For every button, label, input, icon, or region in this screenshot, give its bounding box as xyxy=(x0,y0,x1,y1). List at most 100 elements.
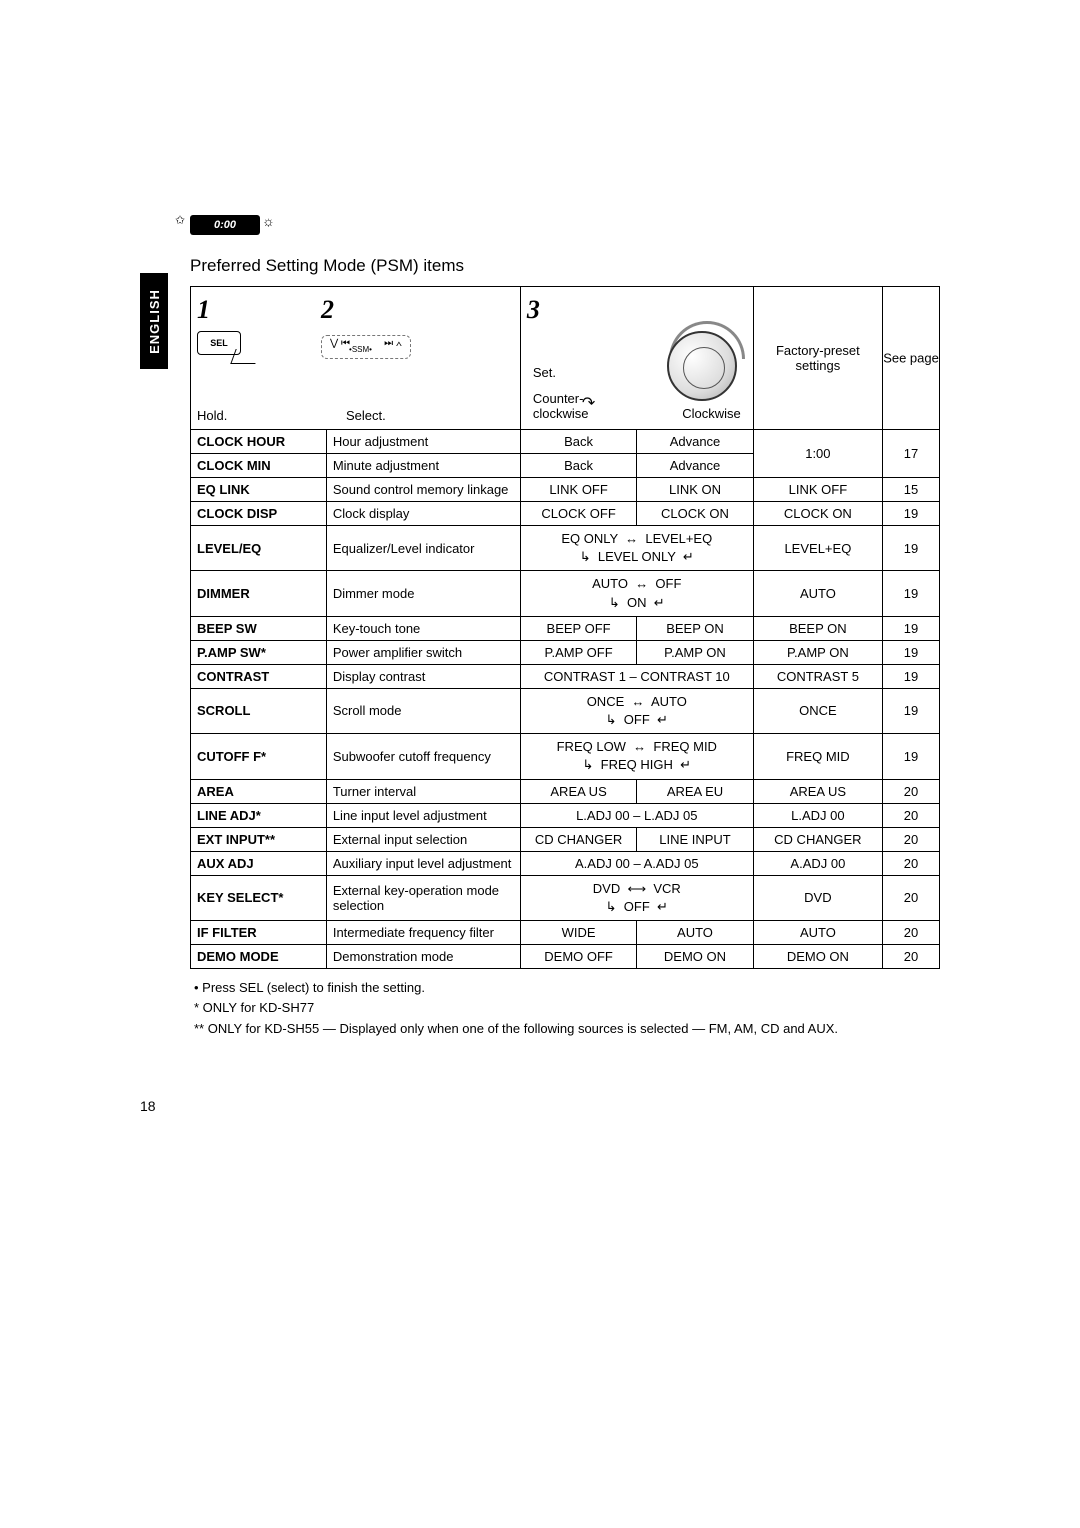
psm-preset: FREQ MID xyxy=(753,734,882,779)
table-row: DEMO MODEDemonstration modeDEMO OFFDEMO … xyxy=(191,944,940,968)
psm-opt1: DEMO OFF xyxy=(520,944,636,968)
table-row: CUTOFF F*Subwoofer cutoff frequency FREQ … xyxy=(191,734,940,779)
psm-desc: Display contrast xyxy=(326,664,520,688)
table-row: CLOCK HOURHour adjustmentBackAdvance1:00… xyxy=(191,430,940,454)
psm-name: IF FILTER xyxy=(191,920,327,944)
psm-desc: Hour adjustment xyxy=(326,430,520,454)
table-row: AREATurner intervalAREA USAREA EUAREA US… xyxy=(191,779,940,803)
psm-desc: Dimmer mode xyxy=(326,571,520,616)
psm-desc: Intermediate frequency filter xyxy=(326,920,520,944)
psm-preset: CONTRAST 5 xyxy=(753,664,882,688)
sel-button-icon: SEL xyxy=(197,331,241,355)
psm-opt1: WIDE xyxy=(520,920,636,944)
psm-name: LINE ADJ* xyxy=(191,803,327,827)
dial-diagram: Set. ↷ Counter-clockwise Clockwise xyxy=(527,331,747,421)
psm-page: 20 xyxy=(883,851,940,875)
psm-opt2: LINK ON xyxy=(637,478,753,502)
psm-name: CUTOFF F* xyxy=(191,734,327,779)
psm-opt1: AREA US xyxy=(520,779,636,803)
psm-page: 19 xyxy=(883,502,940,526)
psm-name: DIMMER xyxy=(191,571,327,616)
psm-page: 19 xyxy=(883,571,940,616)
psm-page: 20 xyxy=(883,803,940,827)
psm-opt2: AUTO xyxy=(637,920,753,944)
table-row: EXT INPUT**External input selectionCD CH… xyxy=(191,827,940,851)
table-row: DIMMERDimmer modeAUTO ↔ OFF↳ ON ↵AUTO19 xyxy=(191,571,940,616)
psm-name: P.AMP SW* xyxy=(191,640,327,664)
psm-preset: L.ADJ 00 xyxy=(753,803,882,827)
psm-opt2: AREA EU xyxy=(637,779,753,803)
psm-page: 20 xyxy=(883,779,940,803)
psm-opt1: CD CHANGER xyxy=(520,827,636,851)
psm-name: SCROLL xyxy=(191,688,327,733)
header-col3: 3 Set. ↷ Counter-clockwise Clockwise xyxy=(520,287,753,430)
table-row: LEVEL/EQEqualizer/Level indicatorEQ ONLY… xyxy=(191,526,940,571)
psm-opt2: LINE INPUT xyxy=(637,827,753,851)
header-preset: Factory-preset settings xyxy=(753,287,882,430)
ssm-label: •SSM• xyxy=(349,345,372,354)
psm-desc: Auxiliary input level adjustment xyxy=(326,851,520,875)
psm-preset: LINK OFF xyxy=(753,478,882,502)
psm-preset: DEMO ON xyxy=(753,944,882,968)
psm-opt2: Advance xyxy=(637,430,753,454)
psm-desc: Demonstration mode xyxy=(326,944,520,968)
table-row: BEEP SWKey-touch toneBEEP OFFBEEP ONBEEP… xyxy=(191,616,940,640)
psm-desc: External key-operation mode selection xyxy=(326,875,520,920)
psm-page: 19 xyxy=(883,640,940,664)
psm-options: L.ADJ 00 – L.ADJ 05 xyxy=(520,803,753,827)
table-row: EQ LINKSound control memory linkage LINK … xyxy=(191,478,940,502)
psm-name: CLOCK MIN xyxy=(191,454,327,478)
psm-options: DVD ⟷ VCR↳ OFF ↵ xyxy=(520,875,753,920)
psm-page: 19 xyxy=(883,734,940,779)
psm-opt2: DEMO ON xyxy=(637,944,753,968)
psm-page: 20 xyxy=(883,944,940,968)
psm-opt2: Advance xyxy=(637,454,753,478)
psm-name: AUX ADJ xyxy=(191,851,327,875)
psm-desc: Key-touch tone xyxy=(326,616,520,640)
note-3: ** ONLY for KD-SH55 — Displayed only whe… xyxy=(190,1020,940,1038)
psm-page: 20 xyxy=(883,920,940,944)
psm-desc: Line input level adjustment xyxy=(326,803,520,827)
psm-desc: Sound control memory linkage xyxy=(326,478,520,502)
psm-opt1: Back xyxy=(520,430,636,454)
psm-table: 1 SEL 2 •SSM• Hold. Select. 3 xyxy=(190,286,940,969)
psm-page: 19 xyxy=(883,526,940,571)
psm-desc: Equalizer/Level indicator xyxy=(326,526,520,571)
dial-set-label: Set. xyxy=(533,365,556,380)
psm-name: KEY SELECT* xyxy=(191,875,327,920)
psm-desc: External input selection xyxy=(326,827,520,851)
table-row: IF FILTERIntermediate frequency filterWI… xyxy=(191,920,940,944)
step-3-num: 3 xyxy=(527,295,747,325)
psm-name: EQ LINK xyxy=(191,478,327,502)
psm-preset: 1:00 xyxy=(753,430,882,478)
psm-preset: P.AMP ON xyxy=(753,640,882,664)
step-1-num: 1 xyxy=(197,295,241,325)
psm-opt1: BEEP OFF xyxy=(520,616,636,640)
psm-options: CONTRAST 1 – CONTRAST 10 xyxy=(520,664,753,688)
psm-opt1: CLOCK OFF xyxy=(520,502,636,526)
psm-desc: Power amplifier switch xyxy=(326,640,520,664)
psm-desc: Minute adjustment xyxy=(326,454,520,478)
table-row: CONTRASTDisplay contrastCONTRAST 1 – CON… xyxy=(191,664,940,688)
psm-name: EXT INPUT** xyxy=(191,827,327,851)
psm-preset: AREA US xyxy=(753,779,882,803)
psm-page: 15 xyxy=(883,478,940,502)
psm-options: A.ADJ 00 – A.ADJ 05 xyxy=(520,851,753,875)
step-2-num: 2 xyxy=(321,295,411,325)
psm-name: CLOCK HOUR xyxy=(191,430,327,454)
psm-page: 19 xyxy=(883,688,940,733)
psm-name: AREA xyxy=(191,779,327,803)
psm-opt2: CLOCK ON xyxy=(637,502,753,526)
psm-desc: Subwoofer cutoff frequency xyxy=(326,734,520,779)
psm-preset: CD CHANGER xyxy=(753,827,882,851)
dial-icon xyxy=(667,331,737,401)
header-page: See page xyxy=(883,287,940,430)
psm-page: 19 xyxy=(883,616,940,640)
psm-name: BEEP SW xyxy=(191,616,327,640)
psm-page: 17 xyxy=(883,430,940,478)
psm-options: ONCE ↔ AUTO↳ OFF ↵ xyxy=(520,688,753,733)
table-row: CLOCK DISPClock displayCLOCK OFFCLOCK ON… xyxy=(191,502,940,526)
psm-preset: BEEP ON xyxy=(753,616,882,640)
psm-preset: LEVEL+EQ xyxy=(753,526,882,571)
table-row: P.AMP SW*Power amplifier switchP.AMP OFF… xyxy=(191,640,940,664)
